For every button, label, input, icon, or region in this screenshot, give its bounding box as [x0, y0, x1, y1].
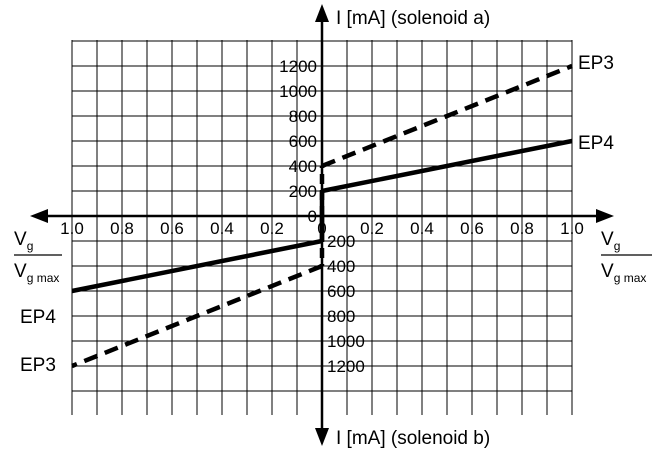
ep4-label-left: EP4 — [20, 307, 56, 328]
x-tick-label: 0.2 — [360, 219, 384, 238]
x-label-right-numerator: Vg — [601, 229, 620, 253]
x-tick-label: 0.4 — [210, 219, 234, 238]
y-tick-label-up: 200 — [289, 182, 317, 201]
x-axis-arrow-right — [596, 209, 614, 223]
ep4-line-solenoid-b — [71, 238, 323, 294]
y-axis-bottom-label: I [mA] (solenoid b) — [336, 428, 490, 449]
ep3-label-right: EP3 — [578, 53, 614, 74]
y-tick-label-up: 0 — [308, 207, 317, 226]
x-tick-label: 0.6 — [160, 219, 184, 238]
y-tick-label-up: 400 — [289, 157, 317, 176]
y-tick-label-up: 600 — [289, 132, 317, 151]
series-lines — [71, 63, 573, 369]
ep4-label-right: EP4 — [578, 133, 614, 154]
y-tick-label-down: 1000 — [327, 332, 365, 351]
x-axis-label-left: Vg Vg max — [14, 229, 62, 285]
x-tick-label: 1.0 — [560, 219, 584, 238]
ep4-line-solenoid-a — [321, 138, 573, 194]
ep3-line-solenoid-b — [71, 263, 323, 369]
y-axis-arrow-up — [315, 4, 329, 22]
x-label-left-numerator: Vg — [14, 229, 33, 253]
y-axis-arrow-down — [315, 428, 329, 446]
ep3-label-left: EP3 — [20, 355, 56, 376]
y-tick-label-up: 800 — [289, 107, 317, 126]
x-tick-label: 0.8 — [510, 219, 534, 238]
x-tick-label: 1.0 — [60, 219, 84, 238]
x-tick-label: 0.2 — [260, 219, 284, 238]
x-tick-label: 0.4 — [410, 219, 434, 238]
x-label-left-denominator: Vg max — [14, 261, 59, 285]
y-tick-label-up: 1000 — [279, 82, 317, 101]
y-tick-label-down: 1200 — [327, 357, 365, 376]
y-tick-label-down: 200 — [327, 232, 355, 251]
x-tick-label: 0.6 — [460, 219, 484, 238]
y-axis-top-label: I [mA] (solenoid a) — [336, 8, 490, 29]
y-tick-label-up: 1200 — [279, 57, 317, 76]
y-tick-label-down: 400 — [327, 257, 355, 276]
x-axis-label-right: Vg Vg max — [601, 229, 652, 285]
ep3-line-solenoid-a — [321, 63, 573, 169]
x-label-right-denominator: Vg max — [601, 261, 646, 285]
x-axis-arrow-left — [30, 209, 48, 223]
y-tick-label-down: 600 — [327, 282, 355, 301]
x-tick-label: 0.8 — [110, 219, 134, 238]
y-tick-label-down: 800 — [327, 307, 355, 326]
